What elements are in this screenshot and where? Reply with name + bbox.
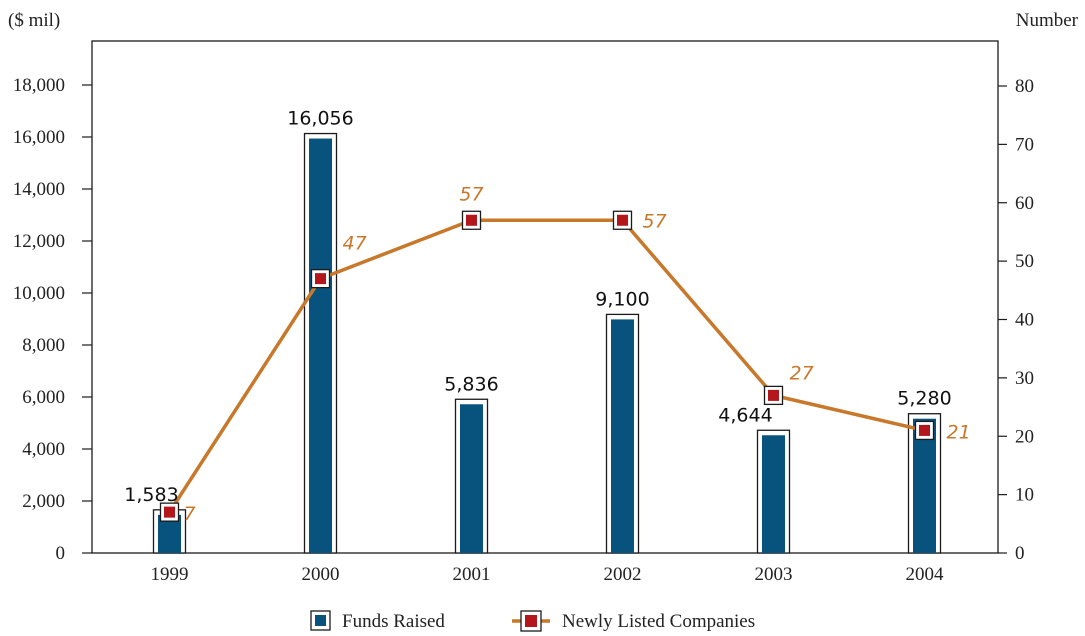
x-axis-tick-label: 2001: [453, 564, 491, 585]
line-marker: [617, 214, 628, 226]
plot-frame: [91, 40, 999, 554]
x-axis-tick-label: 2002: [604, 564, 642, 585]
right-axis-tick-label: 70: [1015, 134, 1034, 155]
legend-bar-swatch: [315, 615, 326, 626]
right-axis-tick-label: 40: [1015, 310, 1034, 331]
legend-marker: [525, 615, 537, 627]
right-axis-tick-label: 60: [1015, 193, 1034, 214]
left-axis-tick-label: 0: [56, 543, 66, 564]
bar: [309, 138, 332, 553]
bar: [158, 514, 181, 553]
data-labels: 1,583 16,056 5,836 9,100 4,644 5,280 7 47 57 57 27…: [124, 108, 970, 526]
bar-value-label: 16,056: [287, 108, 353, 130]
line-value-label: 7: [184, 503, 196, 525]
line-series: [159, 210, 935, 522]
legend-item-newly-listed-companies: Newly Listed Companies: [512, 610, 755, 632]
line-value-label: 21: [947, 421, 971, 443]
bar: [611, 319, 634, 553]
x-axis-tick-label: 2004: [906, 564, 945, 585]
bar-value-label: 4,644: [718, 404, 772, 426]
line-marker: [315, 273, 326, 285]
bar-value-label: 1,583: [124, 484, 178, 506]
left-axis-title: ($ mil): [8, 10, 60, 31]
right-axis-tick-label: 10: [1015, 485, 1034, 506]
line-path: [168, 218, 925, 514]
bar-value-label: 5,836: [444, 373, 498, 395]
line-value-label: 27: [790, 362, 814, 384]
line-marker: [768, 389, 779, 401]
line-value-label: 57: [643, 210, 667, 232]
plot-area: 0 2,000 4,000 6,000 8,000 10,000 12,000 14,000 1…: [13, 40, 1034, 585]
legend-label-newly-listed-companies: Newly Listed Companies: [562, 611, 755, 632]
left-axis-tick-label: 18,000: [13, 75, 65, 96]
right-axis-tick-label: 50: [1015, 251, 1034, 272]
bar: [762, 435, 785, 553]
line-marker: [164, 506, 175, 518]
left-axis-tick-label: 10,000: [13, 283, 65, 304]
line-marker: [466, 214, 477, 226]
left-axis-tick-label: 16,000: [13, 127, 65, 148]
right-axis-title: Number: [1016, 10, 1079, 31]
bar-value-label: 9,100: [595, 288, 649, 310]
line-value-label: 47: [343, 233, 367, 255]
legend-item-funds-raised: Funds Raised: [310, 610, 445, 632]
x-axis-tick-label: 1999: [151, 564, 189, 585]
x-axis-tick-label: 2000: [302, 564, 340, 585]
bar-value-label: 5,280: [897, 388, 951, 410]
right-axis-tick-label: 80: [1015, 76, 1034, 97]
right-axis-tick-label: 30: [1015, 368, 1034, 389]
bar: [913, 418, 936, 553]
line-value-label: 57: [459, 183, 483, 205]
left-axis-tick-label: 8,000: [22, 335, 65, 356]
line-marker: [919, 424, 930, 436]
bars: [152, 132, 942, 554]
right-axis-tick-label: 0: [1015, 543, 1025, 564]
legend-label-funds-raised: Funds Raised: [342, 611, 445, 632]
x-axis-tick-label: 2003: [755, 564, 793, 585]
left-axis-tick-label: 12,000: [13, 231, 65, 252]
left-axis-tick-label: 14,000: [13, 179, 65, 200]
bar: [460, 404, 483, 553]
legend: Funds Raised Newly Listed Companies: [310, 610, 755, 632]
left-axis-tick-label: 2,000: [22, 491, 65, 512]
left-axis-tick-label: 6,000: [22, 387, 65, 408]
right-axis-tick-label: 20: [1015, 426, 1034, 447]
left-axis-tick-label: 4,000: [22, 439, 65, 460]
